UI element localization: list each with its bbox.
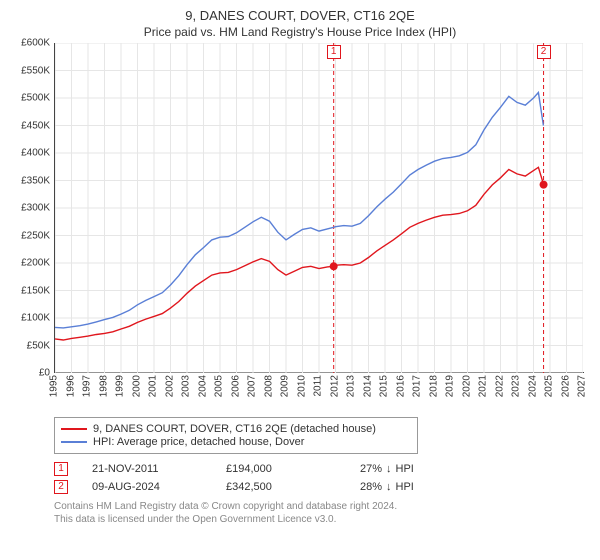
- y-tick-label: £550K: [21, 65, 50, 76]
- y-axis: £0£50K£100K£150K£200K£250K£300K£350K£400…: [12, 43, 54, 373]
- x-tick-label: 2022: [494, 375, 505, 397]
- x-tick-label: 2007: [247, 375, 258, 397]
- x-tick-label: 2016: [395, 375, 406, 397]
- sale-date: 09-AUG-2024: [92, 481, 202, 493]
- x-tick-label: 2019: [445, 375, 456, 397]
- y-tick-label: £250K: [21, 230, 50, 241]
- y-tick-label: £100K: [21, 313, 50, 324]
- x-tick-label: 1995: [49, 375, 60, 397]
- page-title: 9, DANES COURT, DOVER, CT16 2QE: [12, 8, 588, 23]
- legend-swatch: [61, 428, 87, 430]
- series-line-property: [55, 167, 544, 340]
- sale-diff: 27% ↓ HPI: [360, 463, 470, 475]
- legend-row: 9, DANES COURT, DOVER, CT16 2QE (detache…: [61, 423, 411, 435]
- legend-swatch: [61, 441, 87, 443]
- y-tick-label: £150K: [21, 285, 50, 296]
- chart: £0£50K£100K£150K£200K£250K£300K£350K£400…: [12, 43, 588, 413]
- arrow-down-icon: ↓: [386, 481, 392, 493]
- x-tick-label: 2015: [379, 375, 390, 397]
- x-tick-label: 2003: [181, 375, 192, 397]
- titles: 9, DANES COURT, DOVER, CT16 2QE Price pa…: [12, 8, 588, 39]
- x-tick-label: 2000: [131, 375, 142, 397]
- sale-point-2: [540, 181, 548, 189]
- x-tick-label: 2017: [412, 375, 423, 397]
- x-tick-label: 1998: [98, 375, 109, 397]
- sale-row: 2 09-AUG-2024 £342,500 28% ↓ HPI: [54, 480, 584, 494]
- y-tick-label: £350K: [21, 175, 50, 186]
- y-tick-label: £500K: [21, 93, 50, 104]
- y-tick-label: £400K: [21, 148, 50, 159]
- sales-table: 1 21-NOV-2011 £194,000 27% ↓ HPI 2 09-AUG-2024 £…: [54, 462, 584, 494]
- x-tick-label: 1999: [115, 375, 126, 397]
- page-subtitle: Price paid vs. HM Land Registry's House …: [12, 25, 588, 39]
- x-tick-label: 2027: [577, 375, 588, 397]
- x-tick-label: 2023: [511, 375, 522, 397]
- y-tick-label: £200K: [21, 258, 50, 269]
- plot-area: 12: [54, 43, 584, 373]
- x-tick-label: 2025: [544, 375, 555, 397]
- legend-label: HPI: Average price, detached house, Dove…: [93, 436, 304, 448]
- x-axis: 1995199619971998199920002001200220032004…: [54, 373, 584, 413]
- sale-diff-pct: 28%: [360, 481, 382, 493]
- sale-row: 1 21-NOV-2011 £194,000 27% ↓ HPI: [54, 462, 584, 476]
- x-tick-label: 2024: [527, 375, 538, 397]
- sale-diff: 28% ↓ HPI: [360, 481, 470, 493]
- y-tick-label: £450K: [21, 120, 50, 131]
- plot-svg: [55, 43, 583, 373]
- x-tick-label: 2009: [280, 375, 291, 397]
- x-tick-label: 2026: [560, 375, 571, 397]
- sale-row-marker: 1: [54, 462, 68, 476]
- x-tick-label: 2001: [148, 375, 159, 397]
- sale-row-marker: 2: [54, 480, 68, 494]
- price-chart-page: 9, DANES COURT, DOVER, CT16 2QE Price pa…: [0, 0, 600, 560]
- footer-line-2: This data is licensed under the Open Gov…: [54, 513, 584, 526]
- x-tick-label: 2014: [362, 375, 373, 397]
- sale-point-1: [330, 262, 338, 270]
- x-tick-label: 2020: [461, 375, 472, 397]
- sale-price: £342,500: [226, 481, 336, 493]
- x-tick-label: 2021: [478, 375, 489, 397]
- series-line-hpi: [55, 93, 543, 328]
- x-tick-label: 2002: [164, 375, 175, 397]
- x-tick-label: 2006: [230, 375, 241, 397]
- sale-diff-label: HPI: [396, 463, 414, 475]
- sale-marker-1: 1: [327, 45, 341, 59]
- y-tick-label: £600K: [21, 38, 50, 49]
- x-tick-label: 2010: [296, 375, 307, 397]
- sale-diff-label: HPI: [396, 481, 414, 493]
- legend-row: HPI: Average price, detached house, Dove…: [61, 436, 411, 448]
- sale-marker-2: 2: [537, 45, 551, 59]
- x-tick-label: 2008: [263, 375, 274, 397]
- x-tick-label: 2004: [197, 375, 208, 397]
- x-tick-label: 2012: [329, 375, 340, 397]
- x-tick-label: 2013: [346, 375, 357, 397]
- x-tick-label: 1997: [82, 375, 93, 397]
- legend-container: 9, DANES COURT, DOVER, CT16 2QE (detache…: [54, 417, 584, 454]
- y-tick-label: £50K: [27, 340, 50, 351]
- x-tick-label: 2005: [214, 375, 225, 397]
- legend: 9, DANES COURT, DOVER, CT16 2QE (detache…: [54, 417, 418, 454]
- x-tick-label: 2011: [313, 375, 324, 397]
- sale-date: 21-NOV-2011: [92, 463, 202, 475]
- footer: Contains HM Land Registry data © Crown c…: [54, 500, 584, 526]
- x-tick-label: 1996: [65, 375, 76, 397]
- footer-line-1: Contains HM Land Registry data © Crown c…: [54, 500, 584, 513]
- x-tick-label: 2018: [428, 375, 439, 397]
- sale-price: £194,000: [226, 463, 336, 475]
- arrow-down-icon: ↓: [386, 463, 392, 475]
- sale-diff-pct: 27%: [360, 463, 382, 475]
- y-tick-label: £300K: [21, 203, 50, 214]
- legend-label: 9, DANES COURT, DOVER, CT16 2QE (detache…: [93, 423, 376, 435]
